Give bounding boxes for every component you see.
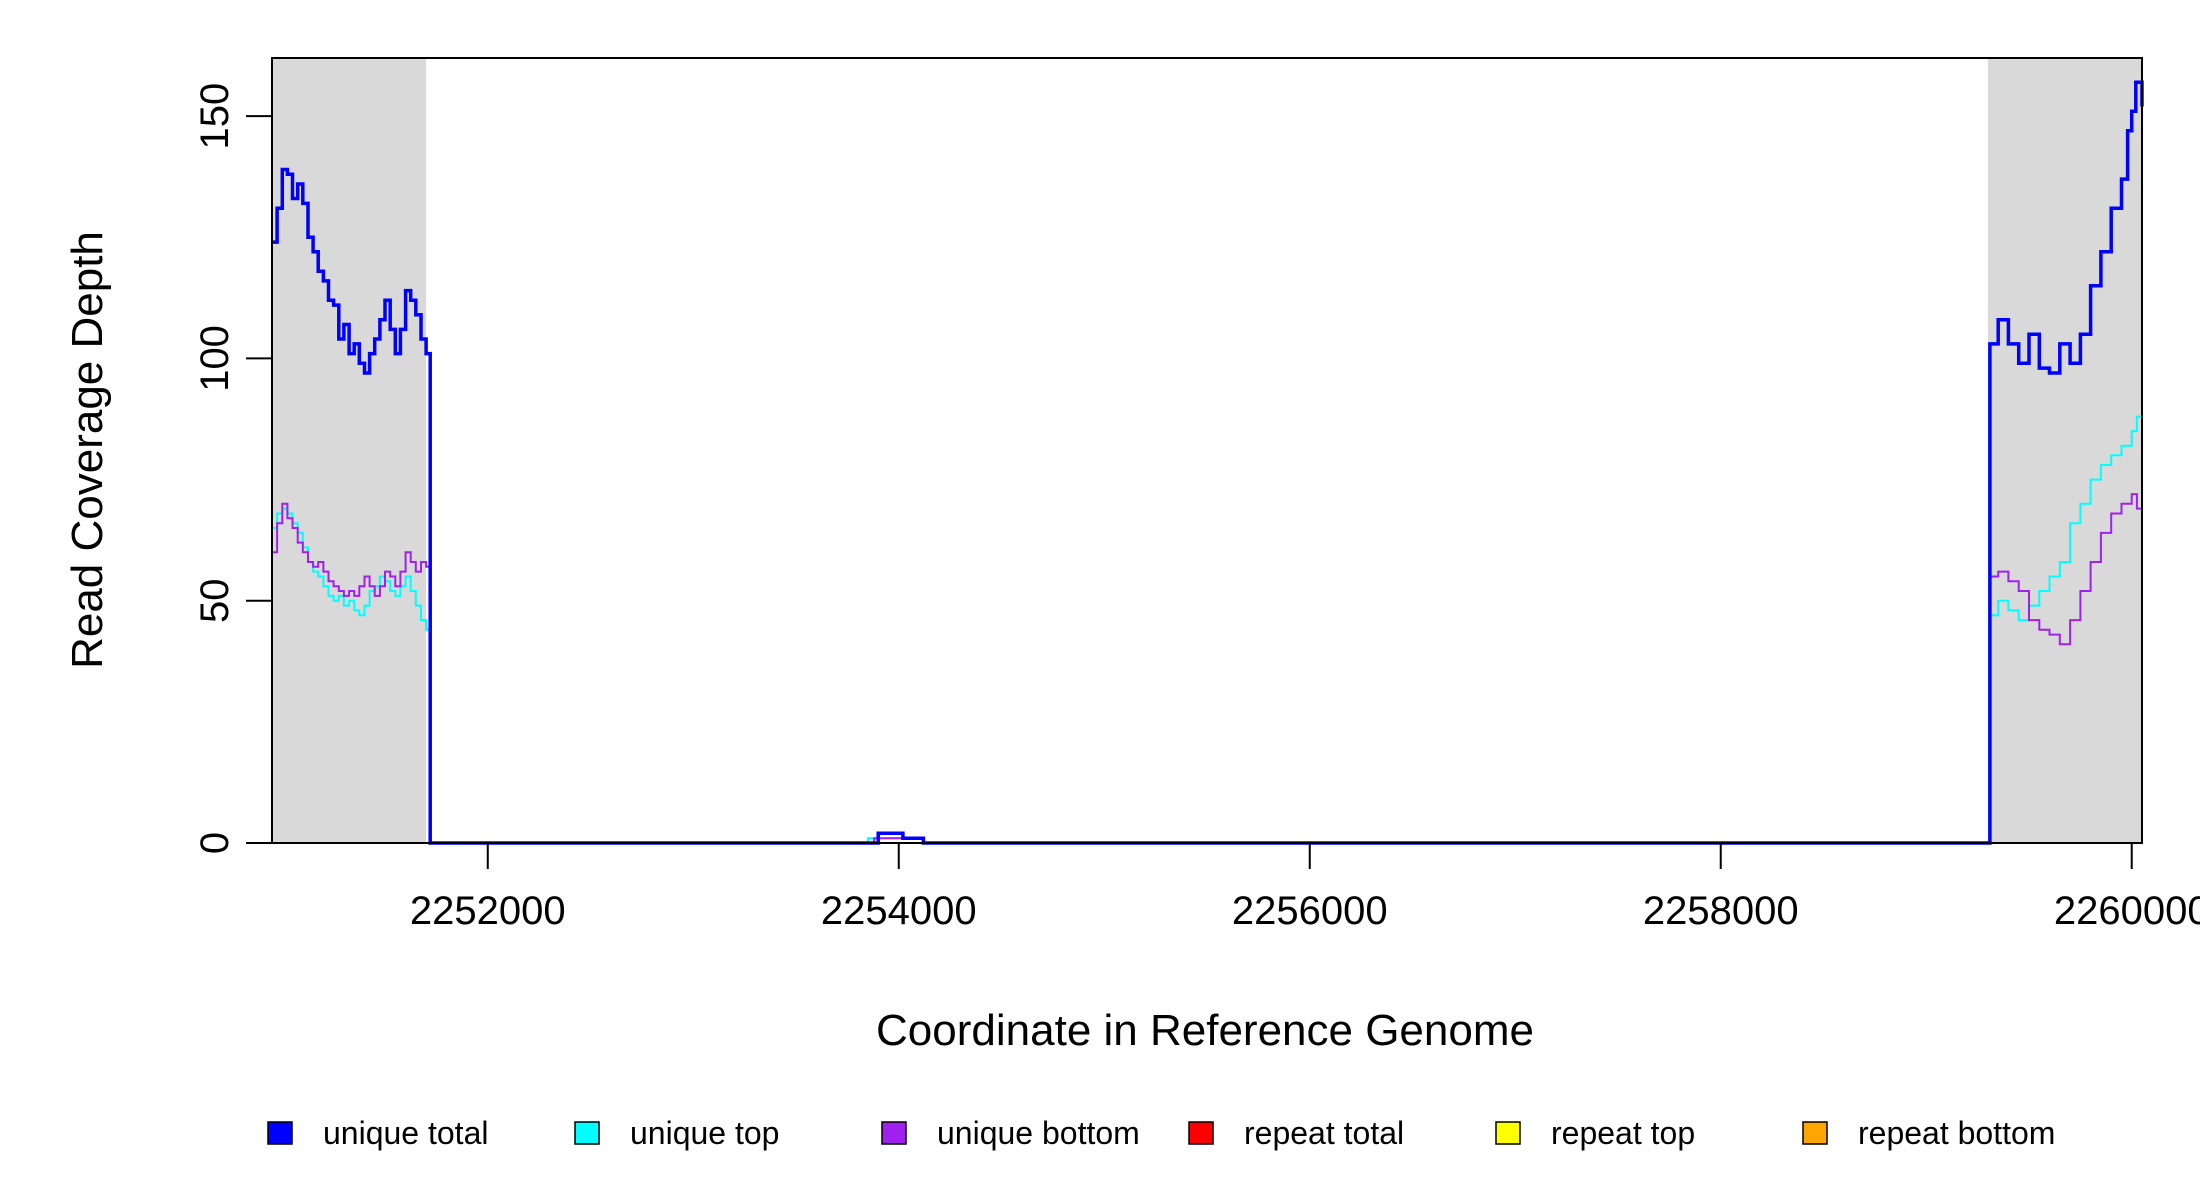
shaded-regions bbox=[272, 58, 2142, 843]
y-tick-label: 0 bbox=[193, 832, 237, 854]
series-line-unique-total bbox=[272, 80, 2144, 845]
legend-label-repeat-bottom: repeat bottom bbox=[1858, 1115, 2055, 1151]
legend-label-unique-total: unique total bbox=[323, 1115, 488, 1151]
legend-swatch-unique-bottom bbox=[881, 1121, 907, 1145]
plot-frame bbox=[271, 57, 2143, 844]
legend-label-repeat-total: repeat total bbox=[1244, 1115, 1404, 1151]
y-tick-label: 100 bbox=[193, 325, 237, 392]
legend-swatch-repeat-top bbox=[1495, 1121, 1521, 1145]
y-tick-label: 50 bbox=[193, 578, 237, 623]
legend-label-unique-bottom: unique bottom bbox=[937, 1115, 1140, 1151]
legend-swatch-unique-total bbox=[267, 1121, 293, 1145]
shaded-region-2 bbox=[1987, 58, 2142, 843]
x-tick-label: 2260000 bbox=[2054, 889, 2200, 933]
legend-swatch-unique-top bbox=[574, 1121, 600, 1145]
x-tick-label: 2258000 bbox=[1643, 889, 1799, 933]
legend-swatch-repeat-total bbox=[1188, 1121, 1214, 1145]
legend-label-repeat-top: repeat top bbox=[1551, 1115, 1695, 1151]
x-axis: 2252000 2254000 2256000 2258000 2260000 bbox=[410, 843, 2200, 933]
y-tick-label: 150 bbox=[193, 83, 237, 150]
x-tick-label: 2254000 bbox=[821, 889, 977, 933]
y-axis-title: Read Coverage Depth bbox=[63, 231, 112, 669]
legend-swatch-repeat-bottom bbox=[1802, 1121, 1828, 1145]
legend-label-unique-top: unique top bbox=[630, 1115, 779, 1151]
x-tick-label: 2256000 bbox=[1232, 889, 1388, 933]
legend: unique total unique top unique bottom repea… bbox=[267, 1115, 2055, 1151]
series-lines bbox=[272, 80, 2144, 845]
series-line-unique-top bbox=[272, 415, 2143, 844]
shaded-region-1 bbox=[272, 58, 427, 843]
y-axis: 0 50 100 150 bbox=[193, 83, 272, 854]
x-axis-title: Coordinate in Reference Genome bbox=[876, 1006, 1534, 1055]
series-line-unique-bottom bbox=[272, 493, 2143, 844]
x-tick-label: 2252000 bbox=[410, 889, 566, 933]
